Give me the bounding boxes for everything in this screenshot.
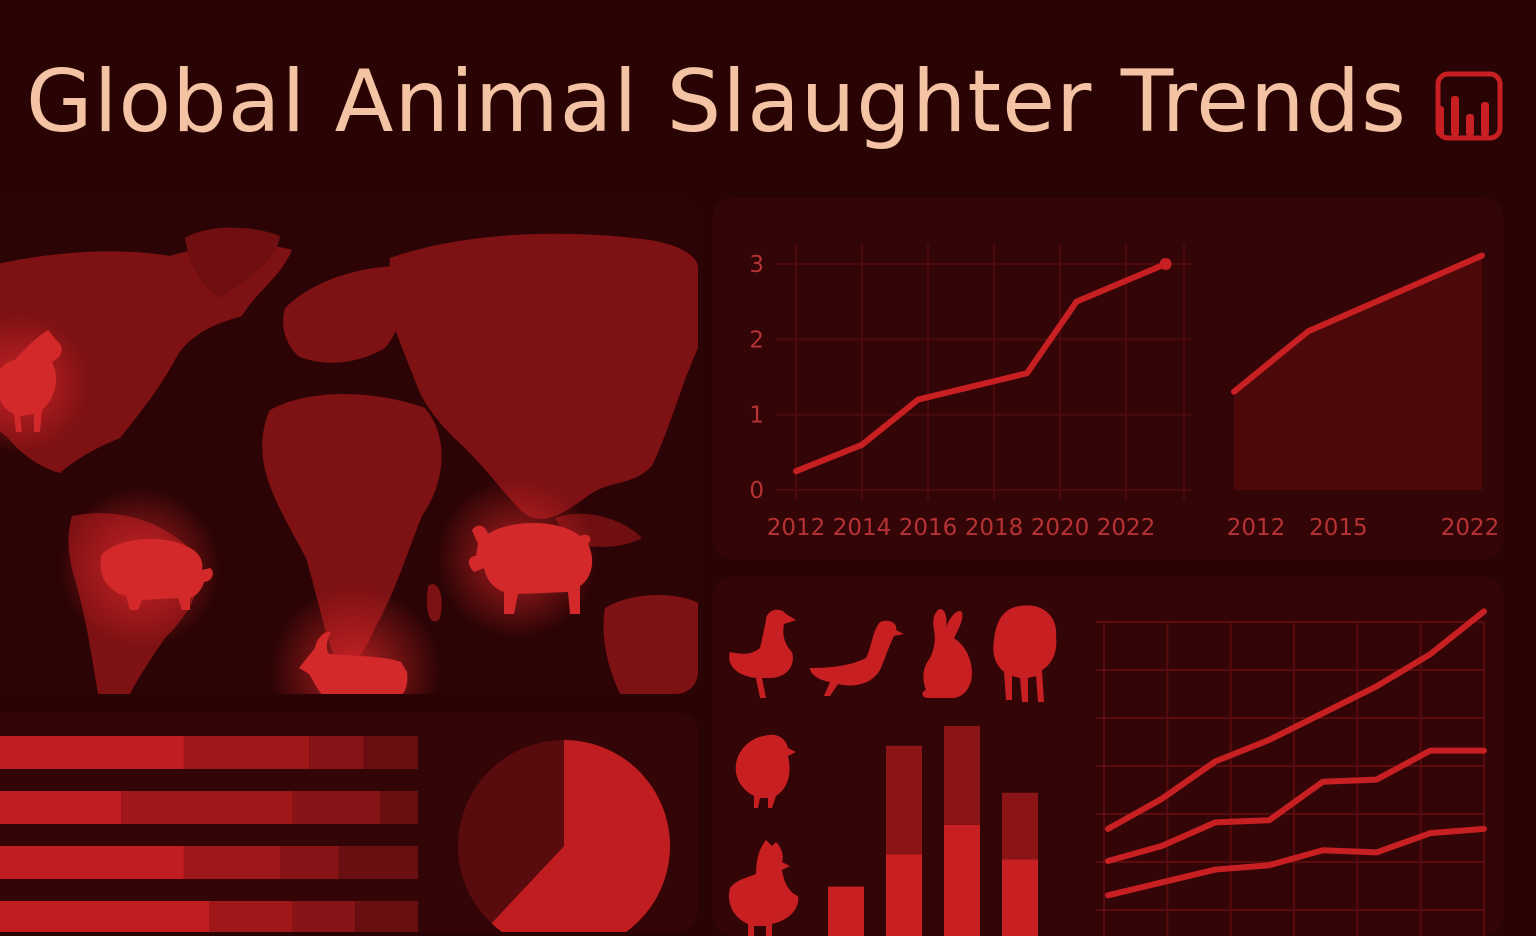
series-line [1105,747,1487,864]
area-fill [1234,255,1482,490]
bar-segment [355,901,418,932]
x-tick-label: 2016 [899,515,958,541]
chicken-icon [729,840,799,936]
bar-segment [0,846,184,879]
x-tick-label: 2014 [833,515,892,541]
pie-slice [491,740,670,932]
y-tick-label: 1 [749,403,764,429]
series-line [1105,825,1487,899]
continent-europe [283,266,404,363]
column-segment [886,854,922,936]
y-tick-label: 2 [749,327,764,353]
bar-segment [183,846,281,879]
column-segment [1002,859,1038,936]
page-title: Global Animal Slaughter Trends [26,52,1407,152]
end-point [1159,258,1172,270]
island-madagascar [426,584,442,622]
x-tick-label: 2022 [1097,515,1156,541]
pie-slice [458,740,564,924]
series-line [1105,608,1487,832]
column-segment [944,726,980,825]
world-map-panel [0,198,698,694]
continent-greenland [185,227,280,298]
bar-segment [292,791,381,824]
bar-segment [0,901,209,932]
column-segment [1002,792,1038,860]
chick-icon [735,734,796,808]
pig-icon [468,523,593,614]
bar-segment [292,901,356,932]
column-segment [944,824,980,936]
stacked-column-chart [828,726,1038,936]
rooster-icon [0,330,62,432]
y-tick-label: 0 [749,478,764,504]
y-tick-label: 3 [749,252,764,278]
map-animal-markers [0,313,597,694]
area-chart: 2012 2015 2022 [1227,252,1500,541]
multi-line-chart [1096,608,1487,936]
pig-icon [100,538,213,610]
area-line [1231,252,1485,395]
bar-segment [183,736,310,769]
duck-icon [729,609,796,698]
continent-australia [603,594,698,694]
bar-segment [121,791,293,824]
column-segment [828,886,864,936]
species-panel [712,576,1504,936]
series-line [793,261,1169,475]
power-bi-logo-icon[interactable] [1434,70,1506,146]
column-segment [886,745,922,855]
line-chart: 0 1 2 3 2012 2014 2016 2018 2020 2022 [749,244,1192,541]
rabbit-icon [922,609,972,698]
bar-segment [0,736,184,769]
x-tick-label: 2012 [1227,515,1286,541]
bar-segment [0,791,122,824]
continent-africa [262,394,442,670]
bar-segment [380,791,418,824]
trend-lines-panel: 0 1 2 3 2012 2014 2016 2018 2020 2022 2012 2015 2022 [712,198,1504,560]
bar-segment [309,736,364,769]
bar-segment [209,901,293,932]
x-tick-label: 2015 [1309,515,1368,541]
bar-segment [280,846,339,879]
bar-segment [363,736,418,769]
species-icons [729,605,1057,936]
x-tick-label: 2012 [767,515,826,541]
goat-icon [299,631,408,694]
stacked-bar-chart [0,736,418,932]
x-tick-label: 2022 [1441,515,1500,541]
sheep-icon [993,605,1057,702]
continent-asia [388,233,698,519]
x-tick-label: 2018 [965,515,1024,541]
goose-icon [810,620,904,696]
x-tick-label: 2020 [1031,515,1090,541]
bar-segment [338,846,418,879]
breakdown-panel [0,712,698,932]
pie-chart [458,740,670,932]
